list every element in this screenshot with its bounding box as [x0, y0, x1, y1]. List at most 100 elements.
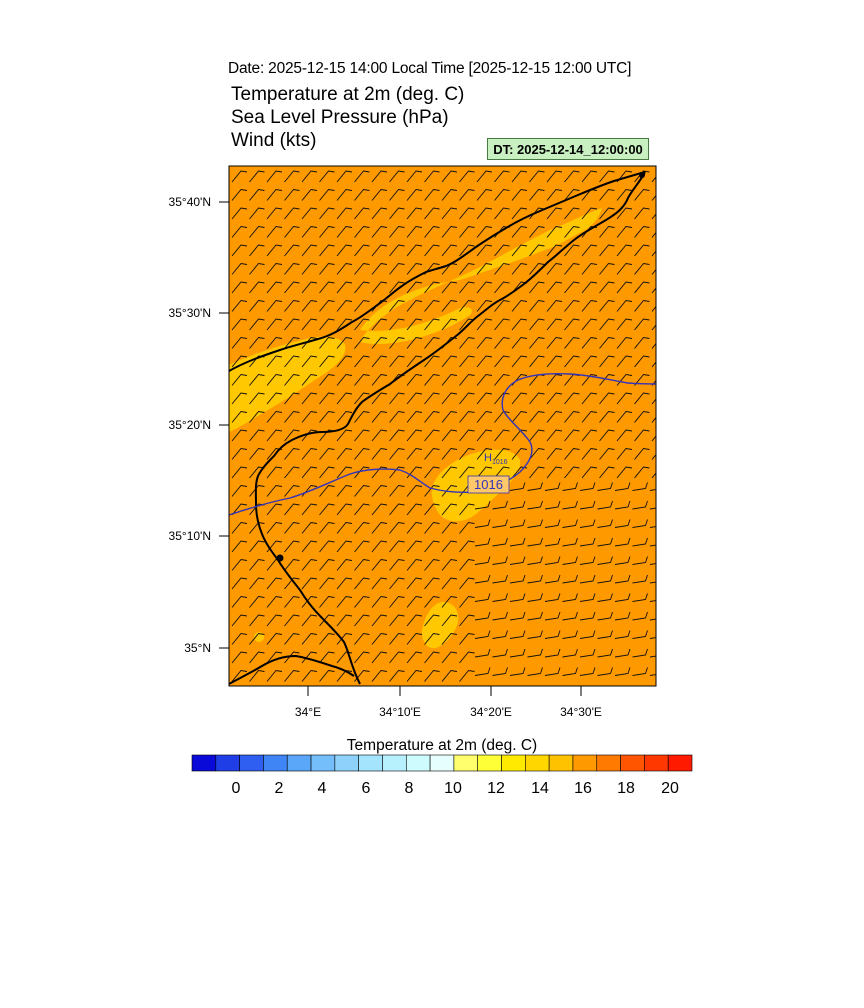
wind-barb: [424, 170, 440, 183]
wind-barb: [441, 466, 458, 479]
wind-barb: [319, 226, 335, 238]
lat-ticks: [219, 201, 229, 649]
wind-barb: [632, 667, 648, 676]
wind-barb: [529, 392, 545, 405]
wind-barb: [564, 300, 580, 312]
wind-barb: [597, 611, 613, 621]
wind-barb: [389, 466, 405, 479]
wind-barb: [492, 611, 508, 621]
wind-barb: [494, 189, 510, 201]
wind-barb: [354, 633, 370, 645]
wind-barb: [389, 651, 405, 664]
wind-barb: [564, 411, 580, 423]
wind-barb: [424, 614, 440, 627]
wind-barb: [231, 503, 248, 516]
wind-barb: [354, 466, 370, 479]
wind-barb: [354, 596, 370, 608]
wind-barb: [616, 448, 633, 460]
wind-barb: [527, 574, 543, 584]
wind-barb: [562, 593, 578, 602]
wind-barb: [597, 482, 613, 491]
colorbar-swatch: [191, 754, 217, 772]
wind-barb: [599, 448, 615, 460]
coastline-southwest: [229, 654, 355, 685]
wind-barb: [389, 392, 405, 405]
wind-barb: [562, 482, 578, 491]
wind-barb: [509, 519, 526, 528]
wind-barb: [441, 448, 458, 460]
wind-barb: [441, 392, 458, 405]
wind-barb: [249, 170, 265, 183]
wind-barb: [336, 263, 353, 275]
wind-barb: [459, 448, 475, 460]
wind-barb: [406, 226, 423, 238]
wind-barb: [546, 466, 563, 479]
wind-barb: [266, 244, 283, 257]
wind-barb: [284, 189, 300, 201]
wind-barb: [651, 435, 656, 442]
wind-barb: [459, 355, 475, 368]
wind-barb: [285, 689, 300, 700]
wind-barb: [511, 411, 528, 423]
wind-barb: [651, 453, 656, 460]
lat-label-35-30: 35°30'N: [168, 306, 211, 320]
wind-barb: [249, 411, 265, 423]
wind-barb: [389, 522, 405, 534]
wind-barb: [231, 392, 248, 405]
wind-barb: [266, 374, 283, 386]
wind-barb: [231, 651, 248, 664]
wind-barb: [389, 300, 405, 312]
wind-barb: [546, 355, 563, 368]
wind-barb: [634, 170, 650, 183]
wind-barb: [459, 411, 475, 423]
wind-barb: [424, 318, 440, 331]
wind-barb: [650, 686, 665, 694]
wind-barb: [634, 466, 650, 479]
wind-barb: [406, 318, 423, 331]
wind-barb: [406, 392, 423, 405]
wind-barb: [371, 670, 388, 682]
colorbar: [191, 754, 693, 772]
wind-barb: [406, 300, 423, 312]
wind-barb: [371, 318, 388, 331]
wind-barb: [546, 207, 563, 220]
wind-barb: [319, 337, 335, 349]
lon-label-34-10: 34°10'E: [379, 705, 421, 719]
wind-barb: [441, 670, 458, 682]
wind-barb: [249, 226, 265, 238]
lat-label-35-00: 35°N: [184, 641, 211, 655]
wind-barb: [546, 263, 563, 275]
wind-barb: [614, 556, 631, 565]
wind-barb: [546, 392, 563, 405]
wind-barb: [564, 226, 580, 238]
wind-barb: [355, 689, 370, 700]
wind-barb: [616, 355, 633, 368]
wind-barb: [544, 593, 561, 602]
wind-barb: [354, 207, 370, 220]
wind-barb: [599, 392, 615, 405]
colorbar-label: 14: [531, 780, 549, 797]
wind-barb: [336, 485, 353, 497]
wind-barb: [284, 281, 300, 294]
title-temperature: Temperature at 2m (deg. C): [231, 84, 465, 105]
wind-barb: [474, 611, 491, 621]
colorbar-label: 4: [317, 780, 327, 797]
wind-barb: [544, 648, 561, 658]
wind-barb: [474, 500, 491, 510]
warm-patch-dot: [254, 632, 264, 642]
wind-barb: [406, 244, 423, 257]
wind-barb: [564, 448, 580, 460]
wind-barb: [441, 281, 458, 294]
wind-barb: [319, 485, 335, 497]
wind-barb: [474, 630, 491, 639]
wind-barb: [319, 540, 335, 553]
wind-barb: [284, 559, 300, 571]
wind-barb: [249, 300, 265, 312]
wind-barb: [632, 556, 648, 565]
wind-barb: [511, 170, 528, 183]
wind-barb: [577, 685, 578, 686]
wind-barb: [509, 537, 526, 547]
wind-barb: [284, 207, 300, 220]
wind-barb: [301, 226, 318, 238]
